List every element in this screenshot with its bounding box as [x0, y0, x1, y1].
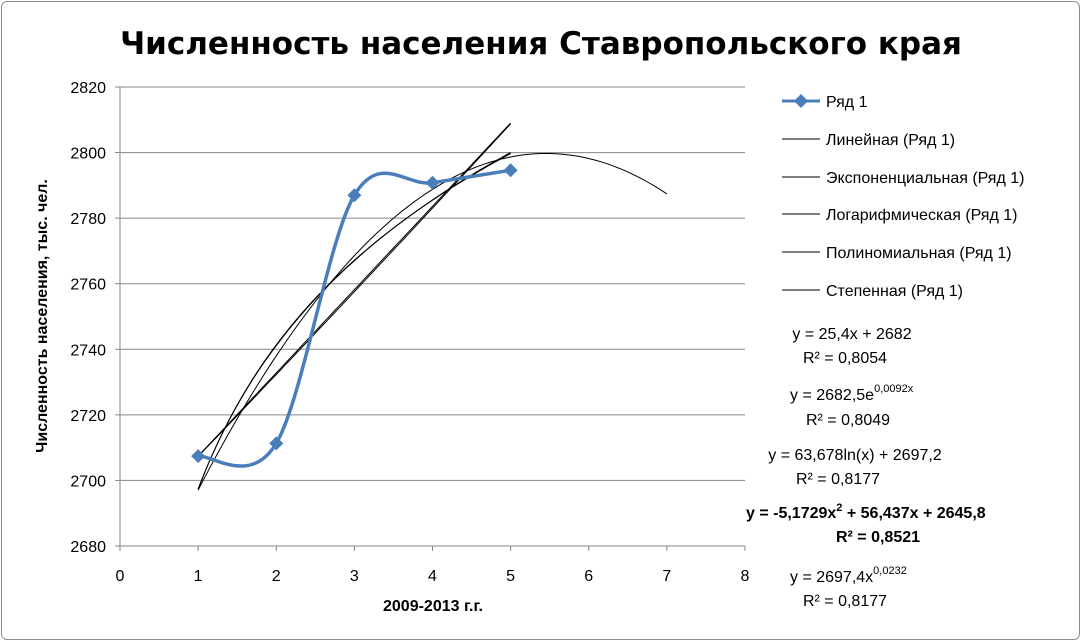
y-tick-label-2700: 2700	[70, 473, 106, 490]
x-tick-label-1: 1	[194, 568, 203, 585]
y-tick-label-2820: 2820	[70, 80, 106, 97]
x-tick-label-0: 0	[116, 568, 125, 585]
data-point-1-3	[347, 188, 362, 203]
y-tick-label-2720: 2720	[70, 408, 106, 425]
legend-label-logarithmic: Логарифмическая (Ряд 1)	[826, 207, 1017, 224]
equation-polynomial-exponent: 2	[836, 502, 842, 514]
y-tick-label-2680: 2680	[70, 539, 106, 556]
data-point-1-2	[269, 436, 284, 451]
r2-power: R² = 0,8177	[803, 593, 887, 610]
data-point-1-4	[425, 175, 440, 190]
x-tick-label-7: 7	[662, 568, 671, 585]
legend-label-series-1: Ряд 1	[826, 94, 868, 111]
equation-polynomial-lead: y = -5,1729x	[746, 505, 836, 522]
equation-polynomial: y = -5,1729x2 + 56,437x + 2645,8	[746, 502, 986, 522]
equation-linear: y = 25,4x + 2682	[792, 326, 911, 343]
equation-exponential-exponent: 0,0092x	[874, 383, 914, 395]
equation-polynomial-rest: + 56,437x + 2645,8	[842, 505, 985, 522]
chart-title: Численность населения Ставропольского кр…	[120, 26, 962, 62]
trendline-equations: y = 25,4x + 2682 R² = 0,8054 y = 2682,5e…	[746, 326, 986, 610]
x-tick-label-6: 6	[584, 568, 593, 585]
x-axis-title: 2009-2013 г.г.	[383, 598, 483, 615]
x-tick-label-8: 8	[741, 568, 750, 585]
x-tick-label-4: 4	[428, 568, 437, 585]
r2-exponential: R² = 0,8049	[806, 412, 890, 429]
gridlines	[120, 86, 745, 481]
x-tick-label-5: 5	[506, 568, 515, 585]
x-tick-labels: 0 1 2 3 4 5 6 7 8	[116, 546, 750, 585]
data-point-1-5	[503, 163, 518, 178]
r2-polynomial: R² = 0,8521	[836, 529, 920, 546]
equation-exponential-base: y = 2682,5e	[790, 387, 874, 404]
legend-label-exponential: Экспоненциальная (Ряд 1)	[826, 170, 1024, 187]
legend: Ряд 1 Линейная (Ряд 1) Экспоненциальная …	[782, 94, 1024, 300]
equation-exponential: y = 2682,5e0,0092x	[790, 383, 914, 404]
y-tick-labels: 2680 2700 2720 2740 2760 2780 2800 2820	[70, 80, 120, 556]
series-line-1	[197, 168, 511, 468]
legend-diamond-series-1	[794, 94, 808, 108]
equation-power: y = 2697,4x0,0232	[790, 565, 907, 586]
trendline-power	[197, 152, 511, 490]
x-tick-label-3: 3	[350, 568, 359, 585]
trendline-polynomial	[197, 153, 668, 491]
data-point-1-1	[191, 449, 206, 464]
r2-linear: R² = 0,8054	[803, 350, 887, 367]
y-tick-label-2780: 2780	[70, 211, 106, 228]
legend-label-linear: Линейная (Ряд 1)	[826, 132, 955, 149]
equation-power-base: y = 2697,4x	[790, 569, 873, 586]
legend-label-polynomial: Полиномиальная (Ряд 1)	[826, 245, 1012, 262]
equation-power-exponent: 0,0232	[873, 565, 907, 577]
r2-logarithmic: R² = 0,8177	[796, 471, 880, 488]
y-axis-title: Численность населения, тыс. чел.	[34, 179, 51, 453]
y-tick-label-2760: 2760	[70, 277, 106, 294]
trendline-logarithmic	[197, 153, 511, 490]
y-tick-label-2800: 2800	[70, 146, 106, 163]
y-tick-label-2740: 2740	[70, 342, 106, 359]
x-tick-label-2: 2	[272, 568, 281, 585]
legend-label-power: Степенная (Ряд 1)	[826, 283, 963, 300]
series-group	[191, 163, 518, 468]
equation-logarithmic: y = 63,678ln(x) + 2697,2	[768, 447, 942, 464]
